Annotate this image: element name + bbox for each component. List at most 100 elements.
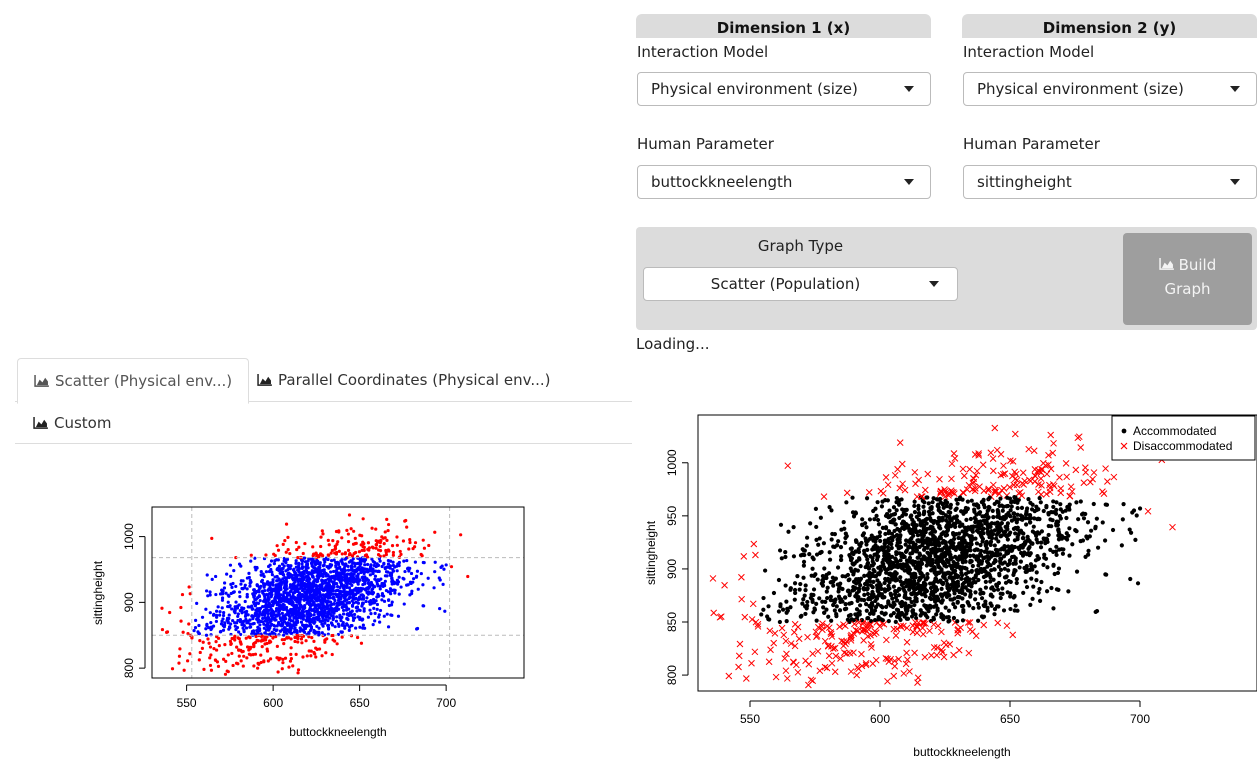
human-parameter-select-x[interactable]: buttockkneelength <box>637 165 931 199</box>
data-point <box>312 617 317 621</box>
data-point <box>208 645 213 649</box>
data-point <box>256 615 260 620</box>
data-point-x <box>1057 489 1065 497</box>
interaction-model-select-y[interactable]: Physical environment (size) <box>963 72 1257 106</box>
data-point <box>239 659 243 663</box>
data-point <box>1023 579 1028 584</box>
data-point <box>849 556 854 561</box>
data-point <box>951 546 956 551</box>
data-point-x <box>1000 462 1007 470</box>
data-point <box>882 553 887 558</box>
data-point <box>397 575 401 579</box>
data-point <box>282 586 287 590</box>
data-point <box>235 606 239 610</box>
data-point <box>987 495 992 500</box>
data-point <box>314 597 318 601</box>
data-point <box>378 541 382 545</box>
data-point-x <box>1009 631 1017 639</box>
data-point <box>903 549 909 554</box>
data-point <box>271 578 275 582</box>
interaction-model-select-x[interactable]: Physical environment (size) <box>637 72 931 106</box>
data-point <box>346 540 351 544</box>
data-point <box>969 542 974 547</box>
data-point <box>316 603 320 607</box>
data-point <box>924 604 929 609</box>
data-point <box>969 498 974 503</box>
data-point <box>1100 520 1105 525</box>
data-point <box>915 533 921 538</box>
data-point <box>360 602 364 607</box>
data-point <box>845 617 850 622</box>
data-point <box>966 578 971 583</box>
data-point <box>894 559 899 564</box>
data-point <box>909 513 914 518</box>
data-point-x <box>1037 475 1045 483</box>
data-point <box>891 584 896 589</box>
data-point-x <box>985 485 992 493</box>
data-point <box>908 537 913 542</box>
data-point <box>968 527 973 532</box>
tab-custom[interactable]: Custom <box>33 403 111 443</box>
data-point <box>382 561 386 565</box>
data-point <box>347 600 351 605</box>
data-point <box>870 563 875 568</box>
data-point <box>250 607 254 611</box>
data-point <box>935 594 940 599</box>
data-point <box>233 634 237 638</box>
data-point <box>384 552 388 557</box>
data-point <box>940 502 945 507</box>
tab-parallel-coordinates[interactable]: Parallel Coordinates (Physical env...) <box>257 359 550 401</box>
left-x-axis-label: buttockkneelength <box>289 725 386 739</box>
data-point-x <box>884 677 891 685</box>
data-point <box>1011 561 1016 566</box>
data-point <box>1018 559 1023 564</box>
data-point <box>391 550 396 555</box>
data-point <box>320 654 324 658</box>
data-point <box>988 539 994 544</box>
data-point <box>824 575 829 581</box>
data-point <box>833 576 838 581</box>
data-point <box>317 606 322 610</box>
data-point <box>315 624 319 628</box>
data-point <box>311 574 315 578</box>
data-point <box>411 580 415 584</box>
tab-scatter[interactable]: Scatter (Physical env...) <box>17 358 250 404</box>
data-point <box>888 613 894 618</box>
data-point <box>864 608 869 613</box>
data-point <box>890 518 895 523</box>
data-point <box>821 541 826 546</box>
build-graph-button[interactable]: Build Graph <box>1123 233 1252 325</box>
data-point <box>181 630 185 634</box>
data-point <box>353 536 357 541</box>
data-point <box>829 508 834 513</box>
data-point <box>374 569 378 573</box>
data-point <box>981 502 987 507</box>
data-point <box>257 607 261 612</box>
data-point-x <box>1032 472 1039 480</box>
human-parameter-select-y[interactable]: sittingheight <box>963 165 1257 199</box>
data-point <box>1036 590 1041 595</box>
graph-type-select[interactable]: Scatter (Population) <box>643 267 958 301</box>
data-point <box>339 615 344 619</box>
data-point <box>941 580 946 586</box>
data-point <box>853 511 859 516</box>
data-point <box>288 659 293 663</box>
data-point <box>259 584 263 588</box>
data-point <box>338 592 343 596</box>
data-point <box>339 583 343 587</box>
data-point <box>955 619 960 624</box>
data-point <box>995 587 1001 592</box>
data-point <box>1025 534 1030 539</box>
data-point <box>930 557 935 563</box>
tab-row-top <box>15 401 632 402</box>
data-point <box>285 636 289 640</box>
data-point <box>262 626 266 630</box>
data-point <box>294 652 298 656</box>
data-point <box>907 555 913 560</box>
data-point <box>910 581 915 587</box>
data-point <box>899 554 904 559</box>
data-point <box>880 618 885 623</box>
data-point <box>341 612 346 616</box>
data-point-x <box>807 676 815 684</box>
